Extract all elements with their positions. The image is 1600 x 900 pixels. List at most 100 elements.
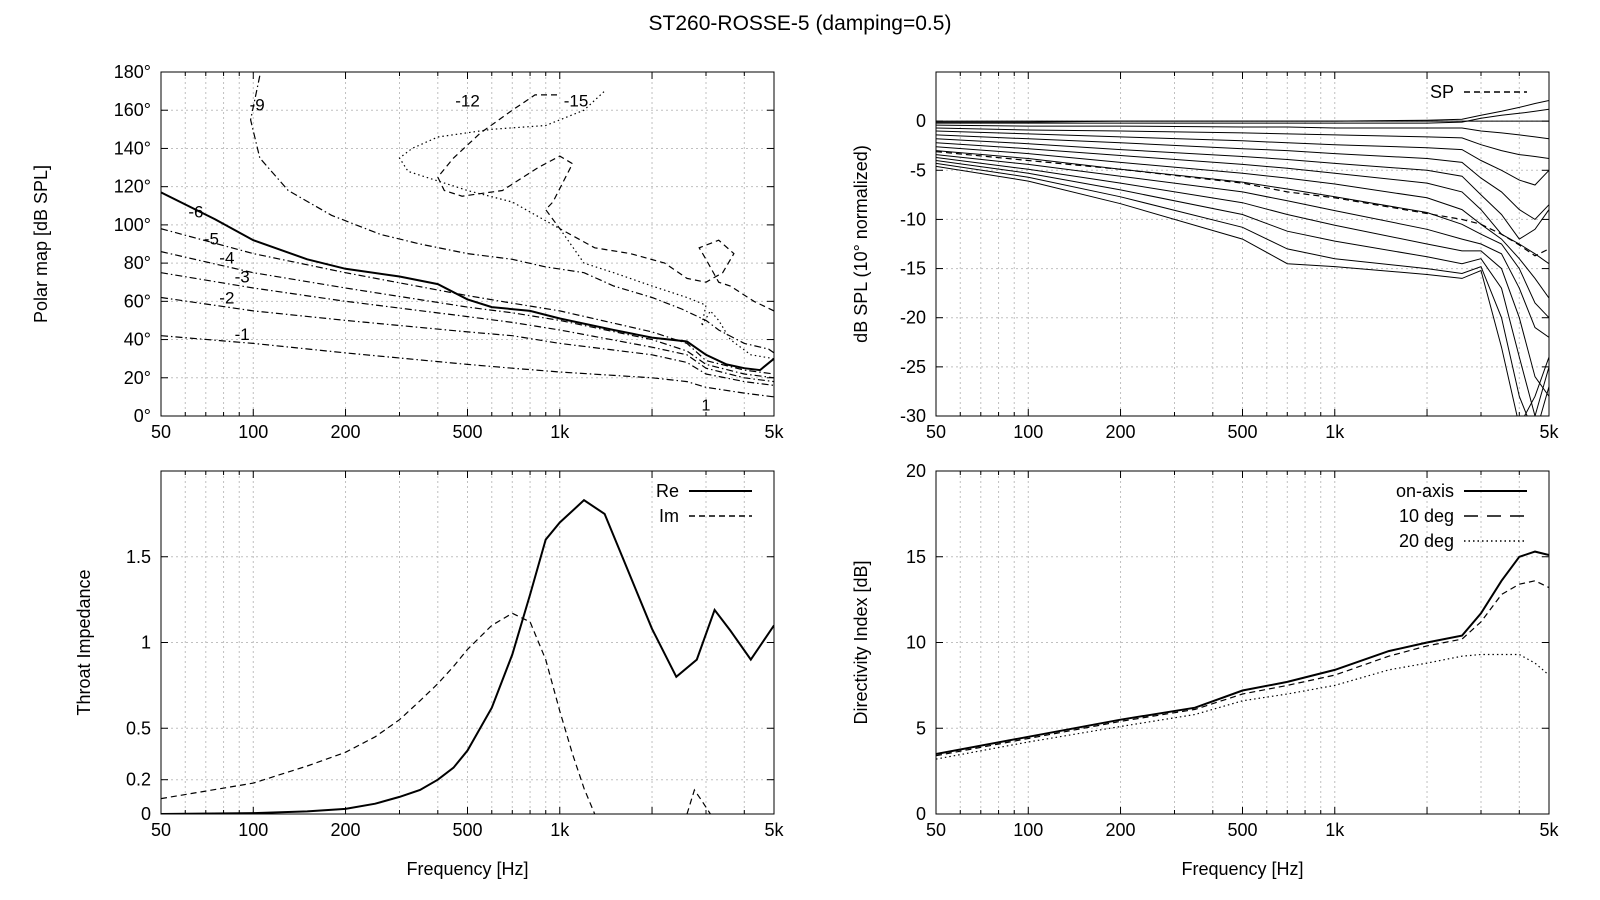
spl-series-line-70-deg [936,138,1549,240]
spl-ytick-label: -5 [910,160,926,180]
directivity-series [936,550,1549,760]
directivity-ytick-label: 5 [916,718,926,738]
directivity-xtick-label: 500 [1227,820,1257,840]
impedance-xtick-label: 500 [452,820,482,840]
spl-series-line-10-deg [936,100,1549,123]
polar-series [161,75,774,398]
spl-ytick-label: 0 [916,111,926,131]
spl-xtick-label: 50 [926,422,946,442]
polar-contour-label: -4 [219,248,234,267]
spl-legend: SP [1430,82,1527,102]
throat-impedance-panel: 50 100 200 500 1k 5k 0 0.2 0.5 1 1.5 Throat Impedan… [74,470,785,879]
directivity-grid [936,471,1549,814]
spl-series-line-50-deg [936,130,1549,186]
impedance-frame [160,470,775,815]
impedance-xtick-label: 100 [238,820,268,840]
polar-contour-label: -6 [188,203,203,222]
spl-xtick-label: 500 [1227,422,1257,442]
impedance-ytick-label: 1 [141,633,151,653]
spl-series-line-150-deg [936,165,1549,416]
spl-frame [935,71,1550,417]
polar-ytick-label: 20° [124,368,151,388]
spl-panel: 50 100 200 500 1k 5k 0 -5 -10 -15 -20 -25 -30 dB SPL … [851,71,1560,442]
spl-legend-label: SP [1430,82,1454,102]
spl-xtick-label: 100 [1013,422,1043,442]
spl-ylabel: dB SPL (10° normalized) [851,145,871,343]
impedance-legend-label: Re [656,481,679,501]
spl-series-line-140-deg [936,162,1549,416]
polar-annotation: 1 [702,397,711,414]
impedance-ylabel: Throat Impedance [74,569,94,715]
polar-xtick-label: 200 [331,422,361,442]
spl-ytick-label: -20 [900,308,926,328]
spl-series-line-40-deg [936,127,1549,159]
impedance-legend: Re Im [656,481,752,526]
impedance-ytick-label: 1.5 [126,547,151,567]
directivity-xlabel: Frequency [Hz] [1181,859,1303,879]
directivity-xtick-label: 100 [1013,820,1043,840]
directivity-frame [935,470,1550,815]
polar-ytick-label: 40° [124,330,151,350]
spl-xtick-label: 1k [1325,422,1345,442]
polar-xtick-label: 50 [151,422,171,442]
polar-xtick-label: 100 [238,422,268,442]
spl-series-line-90-deg [936,146,1549,299]
impedance-ytick-label: 0.5 [126,718,151,738]
polar-series-line--15 [437,94,774,312]
polar-xtick-label: 1k [550,422,570,442]
impedance-xtick-label: 50 [151,820,171,840]
polar-ytick-label: 80° [124,253,151,273]
impedance-series-line-im-hf- [686,788,711,814]
spl-series-line-sp [936,151,1549,257]
polar-series-line--12 [398,90,774,360]
directivity-legend-label: 20 deg [1399,531,1454,551]
directivity-xtick-label: 50 [926,820,946,840]
polar-contour-label: -9 [250,95,265,114]
impedance-xtick-label: 200 [331,820,361,840]
polar-ytick-label: 100° [114,215,151,235]
impedance-xtick-label: 1k [550,820,570,840]
polar-ytick-label: 180° [114,62,151,82]
polar-series-line--5 [161,228,774,375]
impedance-xlabel: Frequency [Hz] [406,859,528,879]
spl-ytick-label: -25 [900,357,926,377]
directivity-series-line-20-deg [936,653,1549,760]
directivity-legend-label: on-axis [1396,481,1454,501]
polar-ytick-label: 0° [134,406,151,426]
impedance-ytick-label: 0.2 [126,770,151,790]
polar-series-line--2 [161,296,774,386]
directivity-ytick-label: 15 [906,547,926,567]
impedance-series-line-im [161,612,596,814]
directivity-ytick-label: 0 [916,804,926,824]
impedance-ytick-label: 0 [141,804,151,824]
directivity-index-panel: 50 100 200 500 1k 5k 0 5 10 15 20 Directivity Index… [851,461,1560,879]
polar-ytick-label: 140° [114,138,151,158]
spl-ytick-label: -10 [900,209,926,229]
polar-xtick-label: 500 [452,422,482,442]
polar-contour-label: -15 [564,92,589,111]
polar-series-line--9 [249,75,774,354]
spl-series-line-30-deg [936,124,1549,140]
impedance-series-line-re [161,498,774,814]
polar-series-line--4 [161,251,774,379]
directivity-xtick-label: 200 [1106,820,1136,840]
spl-ytick-label: -15 [900,259,926,279]
impedance-ticks [161,471,774,815]
spl-series-line-120-deg [936,157,1549,397]
polar-series-line--6 [161,191,774,372]
polar-contour-label: -12 [455,92,480,111]
directivity-xtick-label: 5k [1539,820,1559,840]
impedance-grid [161,471,774,814]
polar-xtick-label: 5k [764,422,784,442]
spl-series-line-130-deg [936,160,1549,416]
directivity-ytick-label: 20 [906,461,926,481]
spl-xtick-label: 200 [1106,422,1136,442]
polar-series-line--3 [161,272,774,383]
spl-series-line-80-deg [936,142,1549,265]
polar-ylabel: Polar map [dB SPL] [31,165,51,323]
directivity-ytick-label: 10 [906,633,926,653]
directivity-xtick-label: 1k [1325,820,1345,840]
polar-map-panel: 50 100 200 500 1k 5k 0° 20° 40° 60° 80° 100° 120° 140… [31,62,785,442]
directivity-series-line-on-axis [936,550,1549,755]
